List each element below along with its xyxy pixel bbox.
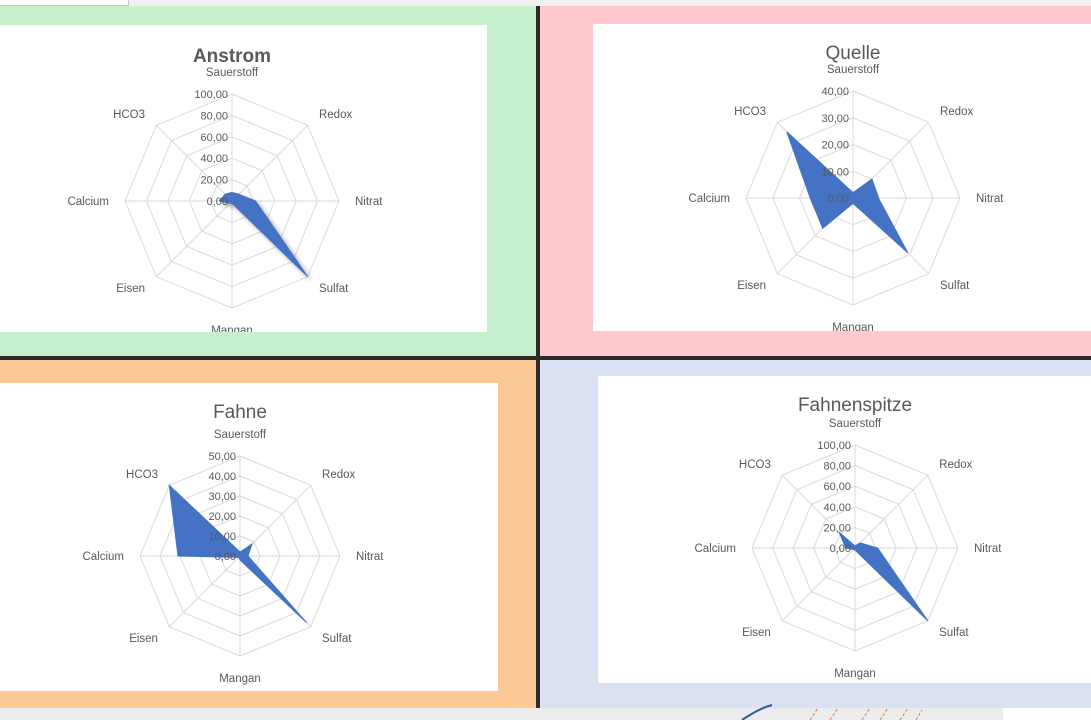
axis-label-mangan: Mangan: [211, 325, 253, 332]
tick-label: 30,00: [208, 491, 236, 503]
axis-label-redox: Redox: [322, 469, 355, 481]
axis-label-eisen: Eisen: [129, 633, 158, 645]
tick-label: 20,00: [821, 140, 849, 152]
tick-label: 0,00: [207, 196, 228, 208]
tick-label: 40,00: [208, 471, 236, 483]
tick-label: 20,00: [208, 511, 236, 523]
tick-label: 50,00: [208, 451, 236, 463]
series-area: [838, 531, 929, 622]
axis-spoke: [781, 547, 856, 622]
decorative-lines: [741, 704, 923, 720]
chart-title: Fahne: [213, 402, 267, 423]
tick-label: 10,00: [208, 531, 236, 543]
chart-card-fahne[interactable]: Fahne 0,00 10,00 20,00 30,00 40,00 50,00 Sauers…: [0, 383, 498, 691]
axis-label-redox: Redox: [939, 459, 972, 471]
axis-label-sauerstoff: Sauerstoff: [206, 67, 259, 79]
tick-label: 20,00: [200, 175, 228, 187]
axis-label-sauerstoff: Sauerstoff: [829, 418, 882, 430]
radar-chart-fahne: Fahne 0,00 10,00 20,00 30,00 40,00 50,00 Sauers…: [82, 402, 384, 685]
axis-spoke: [155, 200, 233, 278]
axis-label-eisen: Eisen: [116, 283, 145, 295]
axis-label-sauerstoff: Sauerstoff: [214, 429, 267, 441]
axis-label-sulfat: Sulfat: [319, 283, 349, 295]
chart-card-quelle[interactable]: Quelle 0,00 10,00 20,00 30,00 40,00 Sauerstoff…: [593, 24, 1091, 334]
worksheet-bottom-white: [1003, 708, 1091, 720]
tick-label: 0,00: [830, 543, 851, 555]
axis-label-nitrat: Nitrat: [356, 551, 384, 563]
axis-label-mangan: Mangan: [834, 668, 876, 680]
axis-label-calcium: Calcium: [67, 196, 109, 208]
axis-spoke: [231, 124, 309, 202]
axis-spoke: [168, 555, 241, 628]
tick-label: 40,00: [200, 153, 228, 165]
axis-label-eisen: Eisen: [737, 280, 766, 292]
axis-label-nitrat: Nitrat: [355, 196, 383, 208]
axis-label-mangan: Mangan: [219, 673, 261, 685]
tick-label: 100,00: [194, 89, 228, 101]
tick-label: 60,00: [200, 132, 228, 144]
chart-title: Anstrom: [193, 46, 271, 67]
axis-label-sauerstoff: Sauerstoff: [827, 64, 880, 76]
tick-label: 40,00: [821, 86, 849, 98]
axis-label-nitrat: Nitrat: [974, 543, 1002, 555]
axis-label-sulfat: Sulfat: [939, 627, 969, 639]
chart-title: Fahnenspitze: [798, 395, 912, 416]
chart-card-fahnenspitze[interactable]: Fahnenspitze 0,00 20,00 40,00 60,00 80,00 100,…: [598, 376, 1091, 683]
axis-label-calcium: Calcium: [82, 551, 124, 563]
tick-label: 100,00: [817, 440, 851, 452]
axis-label-redox: Redox: [319, 109, 352, 121]
chart-title: Quelle: [826, 43, 881, 64]
axis-label-eisen: Eisen: [742, 627, 771, 639]
top-strip: [0, 0, 129, 6]
axis-label-hco3: HCO3: [126, 469, 158, 481]
tick-label: 80,00: [200, 110, 228, 122]
tick-label: 30,00: [821, 113, 849, 125]
horizontal-divider: [0, 356, 1091, 360]
tick-label: 20,00: [823, 522, 851, 534]
worksheet-bottom-strip: [0, 708, 1091, 720]
radar-chart-fahnenspitze: Fahnenspitze 0,00 20,00 40,00 60,00 80,00 100,…: [694, 395, 1002, 680]
axis-label-redox: Redox: [940, 106, 973, 118]
axis-label-calcium: Calcium: [694, 543, 736, 555]
axis-label-sulfat: Sulfat: [940, 280, 970, 292]
series-area: [786, 131, 909, 254]
tick-label: 0,00: [215, 551, 236, 563]
axis-label-hco3: HCO3: [734, 106, 766, 118]
radar-chart-quelle: Quelle 0,00 10,00 20,00 30,00 40,00 Sauerstoff…: [688, 43, 1004, 334]
axis-label-mangan: Mangan: [832, 322, 874, 331]
radar-chart-anstrom: Anstrom 0,00 20,00 40,00 60,00 80,00 100,00 Sau…: [67, 46, 383, 337]
axis-label-sulfat: Sulfat: [322, 633, 352, 645]
axis-label-nitrat: Nitrat: [976, 193, 1004, 205]
axis-label-hco3: HCO3: [113, 109, 145, 121]
axis-spoke: [854, 474, 929, 549]
tick-label: 0,00: [828, 193, 849, 205]
tick-label: 80,00: [823, 461, 851, 473]
series-area: [218, 191, 309, 278]
tick-label: 40,00: [823, 502, 851, 514]
tick-label: 60,00: [823, 481, 851, 493]
axis-label-hco3: HCO3: [739, 459, 771, 471]
chart-card-anstrom[interactable]: Anstrom 0,00 20,00 40,00 60,00 80,00 100,00 Sau…: [0, 25, 487, 337]
axis-spoke: [155, 124, 233, 202]
axis-label-calcium: Calcium: [688, 193, 730, 205]
tick-label: 10,00: [821, 166, 849, 178]
series-area: [168, 483, 307, 623]
